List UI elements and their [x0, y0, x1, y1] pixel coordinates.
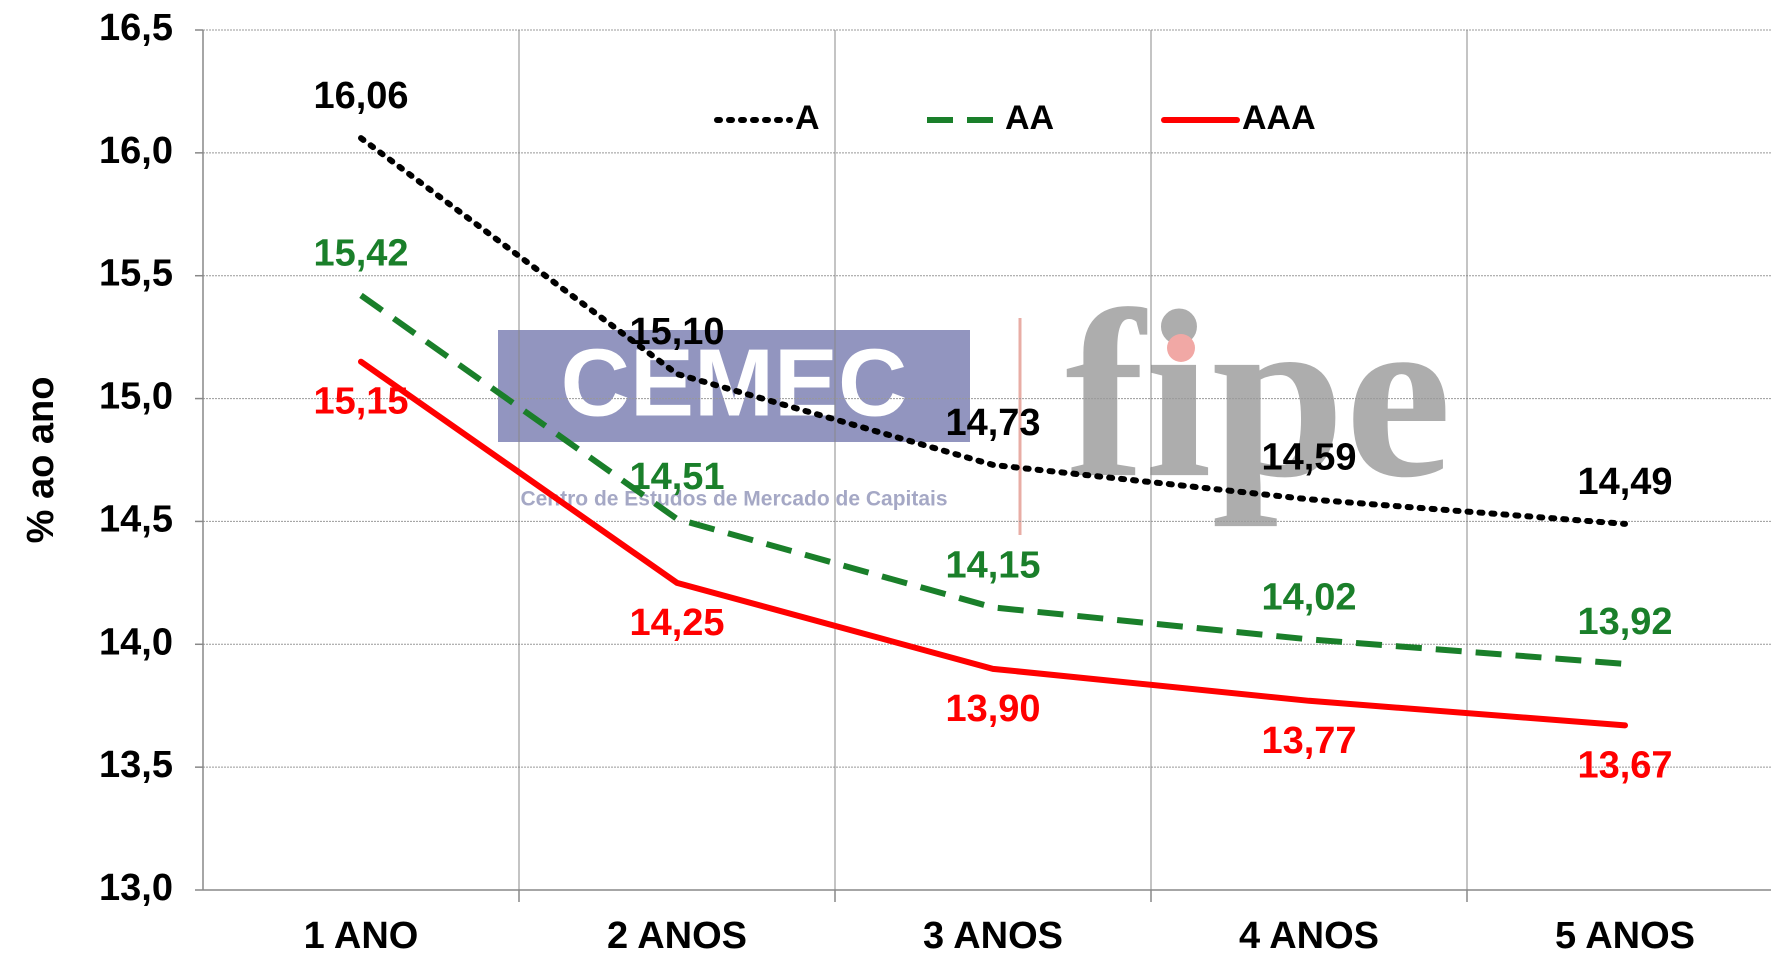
data-label: 15,10	[629, 311, 724, 353]
data-label: 13,90	[945, 688, 1040, 730]
y-tick-label: 15,0	[99, 376, 173, 418]
brand-text: fipe	[1065, 261, 1452, 527]
data-label: 14,59	[1261, 436, 1356, 478]
series-line	[359, 292, 1626, 667]
data-label: 13,92	[1577, 601, 1672, 643]
logo-box	[498, 330, 970, 442]
y-axis-title: % ao ano	[20, 377, 62, 544]
legend-label: A	[795, 99, 820, 137]
data-label: 14,73	[945, 402, 1040, 444]
brand-dot	[1167, 334, 1195, 362]
series-line	[358, 135, 1628, 527]
data-label: 15,15	[313, 381, 408, 423]
x-tick-label: 4 ANOS	[1239, 915, 1379, 957]
x-tick-label: 1 ANO	[304, 915, 419, 957]
data-label: 15,42	[313, 232, 408, 274]
y-tick-label: 14,5	[99, 498, 173, 540]
data-label: 13,67	[1577, 744, 1672, 786]
legend-label: AA	[1005, 99, 1054, 137]
y-tick-label: 16,0	[99, 130, 173, 172]
series-line	[358, 358, 1628, 729]
y-tick-label: 15,5	[99, 253, 173, 295]
y-tick-label: 13,0	[99, 867, 173, 909]
x-tick-label: 3 ANOS	[923, 915, 1063, 957]
logo-text: CEMEC	[561, 329, 908, 436]
data-label: 14,02	[1261, 576, 1356, 618]
data-label: 14,25	[629, 602, 724, 644]
y-tick-label: 16,5	[99, 7, 173, 49]
data-label: 14,51	[629, 456, 724, 498]
data-label: 13,77	[1261, 720, 1356, 762]
data-label: 14,49	[1577, 461, 1672, 503]
data-label: 14,15	[945, 544, 1040, 586]
logo-caption: Centro de Estudos de Mercado de Capitais	[520, 488, 947, 511]
y-tick-label: 14,0	[99, 621, 173, 663]
watermark: CEMEC Centro de Estudos de Mercado de Ca…	[498, 261, 1452, 535]
data-label: 16,06	[313, 75, 408, 117]
legend-label: AAA	[1242, 99, 1316, 137]
x-tick-label: 2 ANOS	[607, 915, 747, 957]
y-tick-label: 13,5	[99, 744, 173, 786]
x-tick-label: 5 ANOS	[1555, 915, 1695, 957]
